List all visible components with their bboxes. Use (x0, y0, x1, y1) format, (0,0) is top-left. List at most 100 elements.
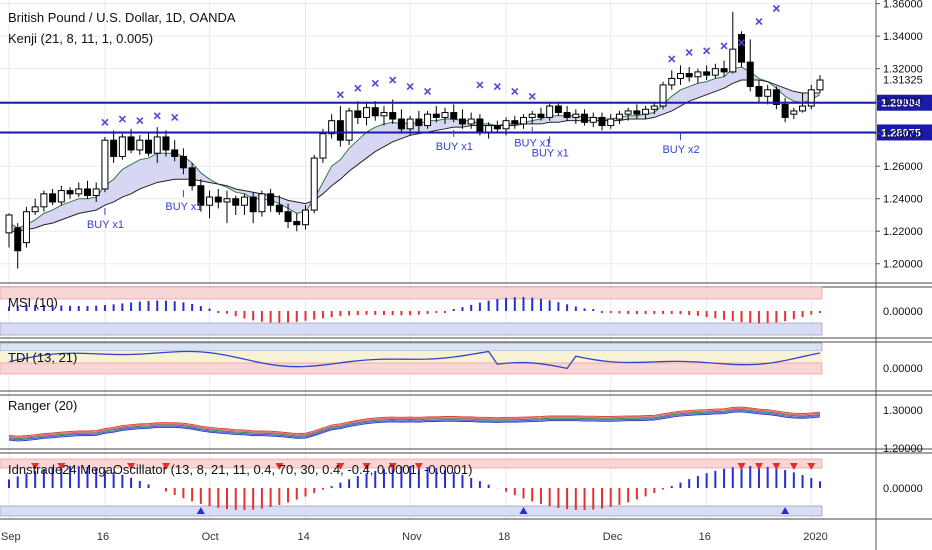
candle[interactable] (546, 102, 554, 121)
candle[interactable] (607, 114, 615, 129)
candle[interactable] (136, 135, 144, 155)
candle[interactable] (772, 86, 780, 110)
candle[interactable] (659, 81, 667, 110)
candle[interactable] (589, 112, 597, 128)
msi-band-top (0, 286, 823, 300)
candle[interactable] (598, 112, 606, 131)
candle[interactable] (703, 65, 711, 81)
horizontal-levels[interactable]: 1.29904 1.28075 (0, 94, 932, 141)
candle[interactable] (450, 104, 458, 123)
candle-body (406, 118, 414, 130)
candle[interactable] (528, 110, 536, 124)
candle[interactable] (57, 185, 65, 206)
candle-body (101, 139, 109, 190)
candle[interactable] (755, 80, 763, 103)
candle[interactable] (441, 107, 449, 124)
candle[interactable] (668, 70, 676, 90)
x-tick-label: 16 (97, 531, 109, 543)
candle[interactable] (301, 205, 309, 230)
candle[interactable] (197, 179, 205, 212)
candle[interactable] (336, 106, 344, 147)
candle[interactable] (615, 110, 623, 124)
candle[interactable] (520, 114, 528, 129)
candle[interactable] (711, 63, 719, 79)
price-tick-label: 1.30000 (883, 96, 923, 108)
candle[interactable] (633, 104, 641, 120)
level-tag-1 (877, 124, 932, 141)
candle[interactable] (790, 107, 798, 120)
candle[interactable] (581, 109, 589, 126)
candle[interactable] (685, 67, 693, 82)
candle[interactable] (258, 190, 266, 217)
candle[interactable] (458, 109, 466, 129)
candle[interactable] (650, 102, 658, 115)
candle[interactable] (310, 154, 318, 214)
candle[interactable] (738, 31, 746, 68)
candle[interactable] (467, 112, 475, 129)
candle[interactable] (319, 128, 327, 163)
candle[interactable] (537, 107, 545, 121)
candle[interactable] (223, 190, 231, 224)
candle[interactable] (354, 101, 362, 124)
candle[interactable] (118, 133, 126, 160)
candle[interactable] (746, 39, 754, 92)
candle[interactable] (694, 68, 702, 84)
candle[interactable] (432, 106, 440, 123)
candle[interactable] (415, 110, 423, 133)
candle[interactable] (101, 136, 109, 193)
candle[interactable] (110, 130, 118, 163)
candle[interactable] (816, 75, 824, 94)
candle[interactable] (14, 223, 22, 269)
candles[interactable] (5, 11, 824, 269)
candle[interactable] (240, 193, 248, 215)
candle[interactable] (729, 11, 737, 74)
candle[interactable] (31, 198, 39, 215)
candle[interactable] (275, 195, 283, 215)
candle[interactable] (83, 180, 91, 199)
candle[interactable] (232, 195, 240, 215)
candle[interactable] (66, 187, 74, 199)
candle[interactable] (145, 132, 153, 157)
candle[interactable] (293, 213, 301, 232)
candle[interactable] (371, 101, 379, 121)
candle[interactable] (5, 213, 13, 248)
candle[interactable] (249, 192, 257, 224)
candle-body (790, 110, 798, 115)
candle[interactable] (493, 120, 501, 133)
candle[interactable] (328, 114, 336, 139)
candle[interactable] (92, 182, 100, 202)
candle[interactable] (75, 182, 83, 198)
candle[interactable] (22, 206, 30, 248)
candle[interactable] (511, 115, 519, 129)
candle[interactable] (40, 190, 48, 212)
candle[interactable] (676, 65, 684, 85)
candle[interactable] (807, 84, 815, 110)
candle[interactable] (162, 130, 170, 157)
candle[interactable] (345, 107, 353, 146)
candle[interactable] (554, 102, 562, 116)
candle[interactable] (563, 106, 571, 121)
candle[interactable] (284, 203, 292, 228)
candle[interactable] (572, 109, 580, 124)
candle[interactable] (49, 188, 57, 206)
chart-title: British Pound / U.S. Dollar, 1D, OANDA (8, 10, 236, 25)
candle[interactable] (267, 188, 275, 212)
candle[interactable] (206, 190, 214, 219)
candle[interactable] (624, 107, 632, 121)
candle[interactable] (179, 148, 187, 175)
candle-body (746, 61, 754, 88)
candle-body (781, 103, 789, 118)
price-tick-label: 1.26000 (883, 161, 923, 173)
candle[interactable] (397, 109, 405, 134)
candle[interactable] (171, 140, 179, 162)
sell-cross-mark (389, 76, 397, 84)
candle[interactable] (720, 60, 728, 77)
sell-cross-mark (720, 42, 728, 50)
candle[interactable] (214, 188, 222, 209)
candle[interactable] (424, 110, 432, 129)
candle[interactable] (380, 106, 388, 126)
candle[interactable] (764, 84, 772, 105)
candle[interactable] (363, 102, 371, 126)
candle[interactable] (642, 106, 650, 120)
candle[interactable] (188, 162, 196, 191)
